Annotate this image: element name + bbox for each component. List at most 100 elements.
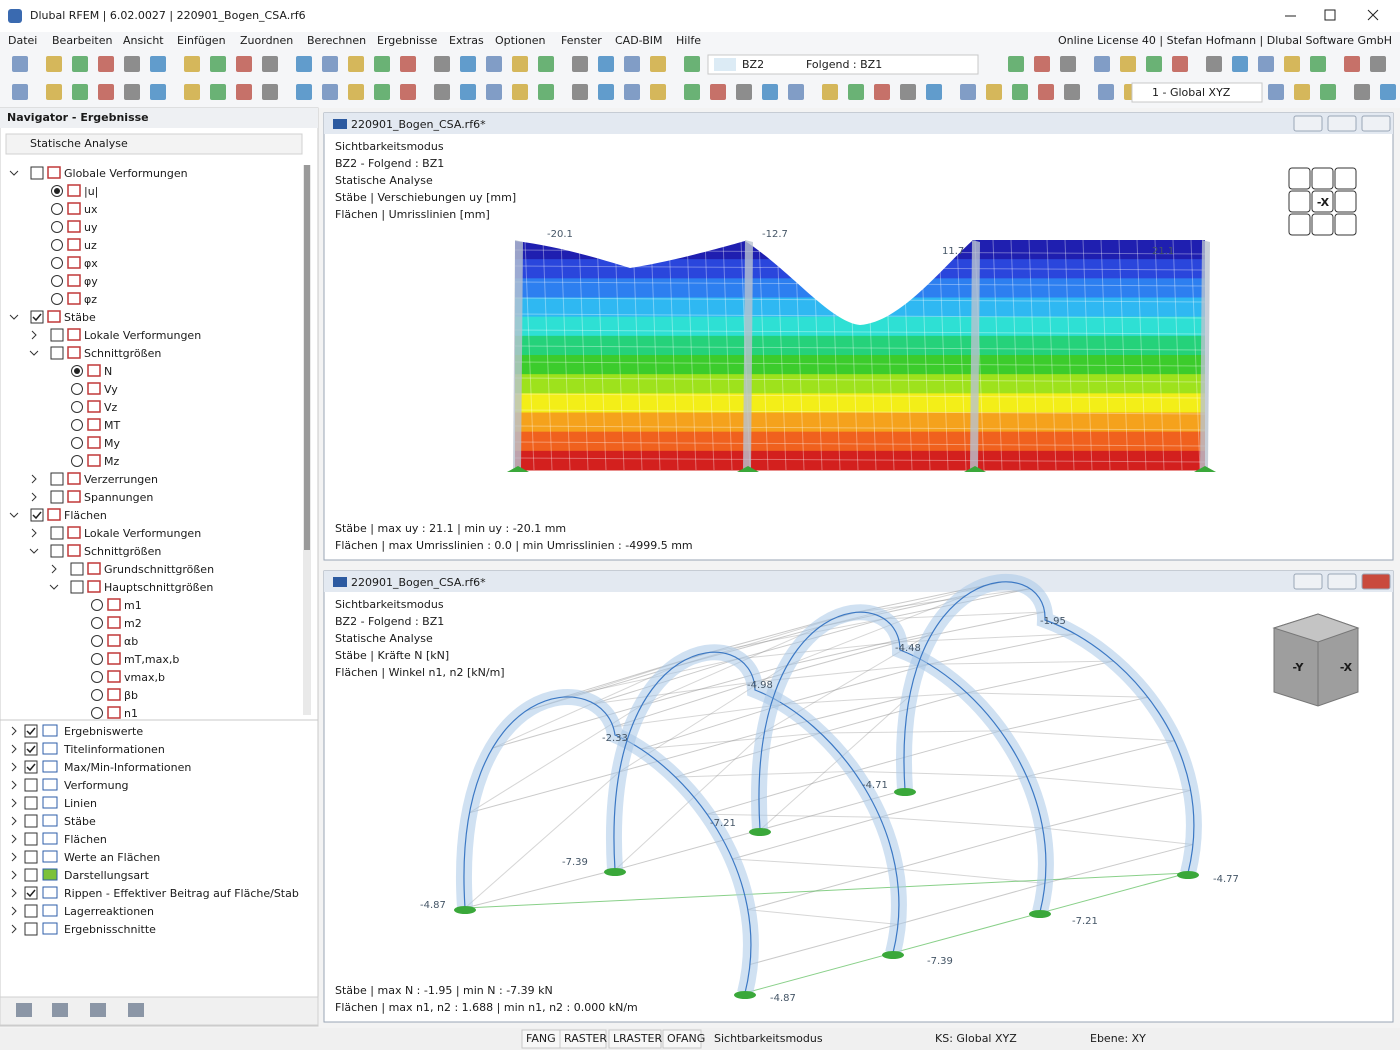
toolbar-button[interactable] (262, 84, 278, 100)
tree-item[interactable]: |u| (84, 185, 98, 198)
display-item[interactable]: Werte an Flächen (64, 851, 160, 864)
tree-item[interactable]: MT (104, 419, 120, 432)
expander[interactable] (11, 870, 17, 880)
tree-item[interactable]: Lokale Verformungen (84, 329, 201, 342)
toolbar-button[interactable] (538, 56, 554, 72)
toolbar-button[interactable] (1232, 56, 1248, 72)
toolbar-button[interactable] (184, 84, 200, 100)
toolbar-button[interactable] (986, 84, 1002, 100)
toolbar-button[interactable] (1268, 84, 1284, 100)
tree-item[interactable]: Hauptschnittgrößen (104, 581, 213, 594)
expander[interactable] (29, 548, 39, 554)
toolbar-button[interactable] (1008, 56, 1024, 72)
status-item[interactable]: OFANG (667, 1032, 705, 1045)
toolbar-button[interactable] (1284, 56, 1300, 72)
toolbar-button[interactable] (486, 56, 502, 72)
toolbar-button[interactable] (874, 84, 890, 100)
toolbar-button[interactable] (762, 84, 778, 100)
toolbar-button[interactable] (512, 84, 528, 100)
tree-item[interactable]: Spannungen (84, 491, 153, 504)
tree-item[interactable]: My (104, 437, 120, 450)
toolbar-button[interactable] (1120, 56, 1136, 72)
tree-item[interactable]: m1 (124, 599, 142, 612)
toolbar-button[interactable] (98, 56, 114, 72)
toolbar-button[interactable] (1206, 56, 1222, 72)
radio-button[interactable] (91, 635, 103, 647)
window-button[interactable] (1293, 115, 1323, 132)
toolbar-button[interactable] (1172, 56, 1188, 72)
checkbox[interactable] (70, 580, 84, 594)
radio-button[interactable] (91, 653, 103, 665)
scrollbar-thumb[interactable] (304, 165, 310, 550)
toolbar-button[interactable] (1294, 84, 1310, 100)
status-toggle[interactable] (608, 1029, 662, 1049)
radio-button[interactable] (91, 707, 103, 719)
checkbox[interactable] (24, 868, 38, 882)
view-cube-cell[interactable] (1288, 190, 1311, 213)
toolbar-button[interactable] (210, 56, 226, 72)
expander[interactable] (11, 852, 17, 862)
toolbar-button[interactable] (236, 84, 252, 100)
toolbar-button[interactable] (98, 84, 114, 100)
checkbox[interactable] (24, 886, 38, 900)
tree-item[interactable]: φz (84, 293, 97, 306)
checkbox[interactable] (30, 508, 44, 522)
toolbar-button[interactable] (1034, 56, 1050, 72)
expander[interactable] (31, 474, 37, 484)
toolbar-button[interactable] (650, 56, 666, 72)
toolbar-button[interactable] (322, 56, 338, 72)
toolbar-button[interactable] (624, 56, 640, 72)
checkbox[interactable] (24, 850, 38, 864)
navigator-tab[interactable] (52, 1003, 68, 1017)
toolbar-button[interactable] (262, 56, 278, 72)
tree-item[interactable]: uy (84, 221, 98, 234)
toolbar-button[interactable] (236, 56, 252, 72)
toolbar-button[interactable] (1064, 84, 1080, 100)
expander[interactable] (31, 330, 37, 340)
menu-item[interactable]: Ergebnisse (377, 34, 438, 47)
toolbar-button[interactable] (736, 84, 752, 100)
menu-item[interactable]: Bearbeiten (52, 34, 112, 47)
checkbox[interactable] (24, 760, 38, 774)
radio-button[interactable] (71, 455, 83, 467)
view-cube-cell[interactable] (1288, 167, 1311, 190)
toolbar-button[interactable] (374, 84, 390, 100)
menu-item[interactable]: Berechnen (307, 34, 366, 47)
toolbar-button[interactable] (1344, 56, 1360, 72)
toolbar-button[interactable] (1012, 84, 1028, 100)
display-item[interactable]: Ergebnisschnitte (64, 923, 156, 936)
toolbar-button[interactable] (374, 56, 390, 72)
toolbar-button[interactable] (124, 56, 140, 72)
toolbar-button[interactable] (1146, 56, 1162, 72)
tree-item[interactable]: vmax,b (124, 671, 165, 684)
toolbar-button[interactable] (72, 56, 88, 72)
expander[interactable] (11, 906, 17, 916)
toolbar-button[interactable] (434, 84, 450, 100)
coordinate-select[interactable] (1131, 82, 1263, 103)
toolbar-button[interactable] (322, 84, 338, 100)
checkbox[interactable] (30, 166, 44, 180)
toolbar-button[interactable] (598, 84, 614, 100)
toolbar-button[interactable] (124, 84, 140, 100)
expander[interactable] (11, 762, 17, 772)
toolbar-button[interactable] (46, 84, 62, 100)
expander[interactable] (49, 584, 59, 590)
expander[interactable] (9, 170, 19, 176)
display-item[interactable]: Linien (64, 797, 97, 810)
toolbar-button[interactable] (46, 56, 62, 72)
radio-button[interactable] (51, 239, 63, 251)
toolbar-button[interactable] (960, 84, 976, 100)
status-toggle[interactable] (559, 1029, 607, 1049)
expander[interactable] (9, 314, 19, 320)
toolbar-button[interactable] (348, 56, 364, 72)
toolbar-button[interactable] (296, 84, 312, 100)
display-item[interactable]: Stäbe (64, 815, 96, 828)
toolbar-button[interactable] (1380, 84, 1396, 100)
view-cube-cell[interactable] (1334, 167, 1357, 190)
display-item[interactable]: Titelinformationen (63, 743, 165, 756)
checkbox[interactable] (24, 724, 38, 738)
window-button[interactable] (1293, 573, 1323, 590)
checkbox[interactable] (50, 526, 64, 540)
toolbar-button[interactable] (572, 56, 588, 72)
view-cube-cell[interactable] (1288, 213, 1311, 236)
